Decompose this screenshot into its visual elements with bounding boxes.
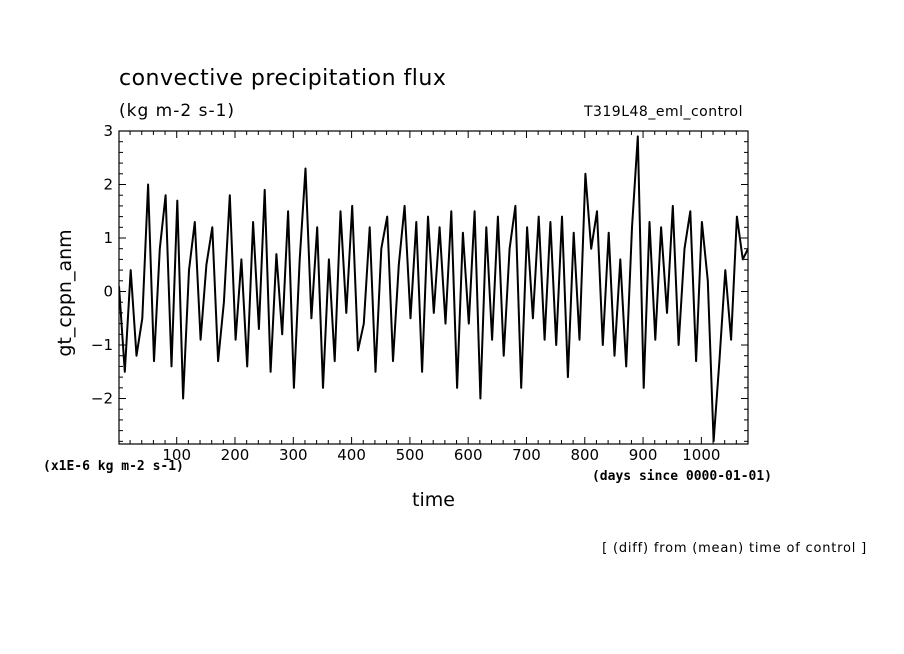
y-axis-label: gt_cppn_anm <box>54 229 76 357</box>
x-tick-label: 100 <box>162 446 191 464</box>
x-tick-label: 200 <box>221 446 250 464</box>
x-units-label: (days since 0000-01-01) <box>591 469 772 484</box>
x-tick-label: 900 <box>629 446 658 464</box>
y-tick-label: 0 <box>103 283 113 301</box>
units-label: (kg m-2 s-1) <box>119 101 236 121</box>
x-tick-label: 500 <box>396 446 425 464</box>
series-line-0 <box>119 135 748 443</box>
chart-title: convective precipitation flux <box>119 66 447 91</box>
y-tick-label: −1 <box>91 336 113 354</box>
x-tick-label: 600 <box>454 446 483 464</box>
x-tick-label: 1000 <box>682 446 720 464</box>
plot-frame <box>118 130 749 445</box>
y-tick-label: 3 <box>103 122 113 140</box>
x-tick-label: 700 <box>512 446 541 464</box>
x-tick-label: 400 <box>337 446 366 464</box>
y-tick-label: −2 <box>91 390 113 408</box>
footnote: [ (diff) from (mean) time of control ] <box>602 541 867 556</box>
run-name-label: T319L48_eml_control <box>583 104 743 120</box>
x-tick-label: 800 <box>570 446 599 464</box>
y-tick-label: 2 <box>103 176 113 194</box>
y-tick-label: 1 <box>103 229 113 247</box>
data-layer <box>119 135 748 443</box>
x-axis-label: time <box>412 489 455 511</box>
tick-layer: 100 200 300 400 500 600 700 800 900 1000 −2 −1 0 1 2 3 <box>91 122 748 464</box>
y-scale-label: (x1E-6 kg m-2 s-1) <box>43 459 184 474</box>
x-tick-label: 300 <box>279 446 308 464</box>
